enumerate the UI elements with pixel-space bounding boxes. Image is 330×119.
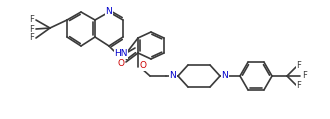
Text: N: N (222, 72, 228, 80)
Text: N: N (106, 7, 113, 17)
Text: O: O (117, 60, 124, 69)
Text: F: F (297, 62, 301, 70)
Text: O: O (140, 62, 147, 70)
Text: F: F (303, 72, 308, 80)
Text: F: F (297, 82, 301, 91)
Text: F: F (30, 34, 34, 42)
Text: HN: HN (114, 50, 128, 59)
Text: F: F (30, 25, 34, 34)
Text: F: F (30, 15, 34, 25)
Text: N: N (170, 72, 176, 80)
